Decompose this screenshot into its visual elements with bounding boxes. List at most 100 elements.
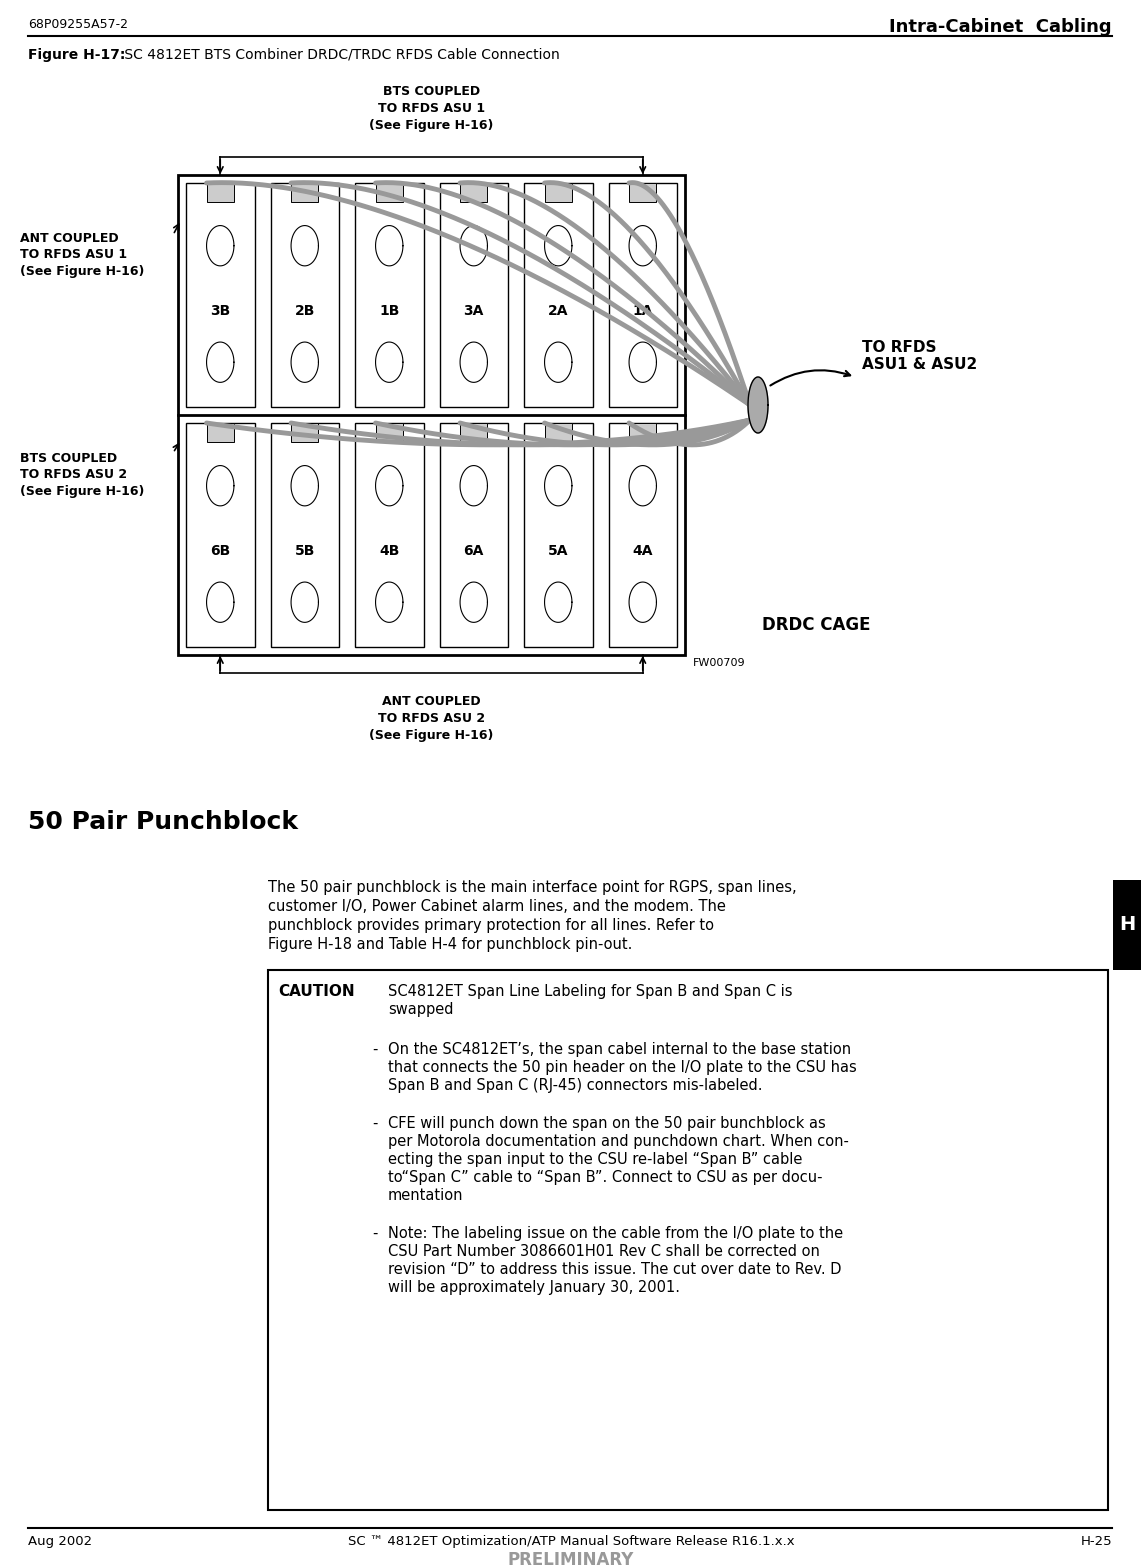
Text: The 50 pair punchblock is the main interface point for RGPS, span lines,: The 50 pair punchblock is the main inter…: [268, 880, 797, 895]
Text: 4B: 4B: [379, 543, 400, 557]
Bar: [629, 423, 657, 441]
Polygon shape: [545, 225, 572, 266]
Text: Intra-Cabinet  Cabling: Intra-Cabinet Cabling: [890, 19, 1112, 36]
Polygon shape: [545, 465, 572, 505]
Bar: [545, 183, 572, 202]
Polygon shape: [545, 582, 572, 623]
Text: H: H: [1119, 916, 1135, 934]
Text: 6B: 6B: [210, 543, 231, 557]
Bar: [291, 183, 319, 202]
Text: punchblock provides primary protection for all lines. Refer to: punchblock provides primary protection f…: [268, 919, 714, 933]
Polygon shape: [629, 225, 657, 266]
Text: 5A: 5A: [548, 543, 569, 557]
Text: 2B: 2B: [295, 304, 315, 318]
Polygon shape: [629, 582, 657, 623]
Bar: [629, 183, 657, 202]
Polygon shape: [748, 377, 769, 434]
Bar: [178, 175, 685, 656]
Polygon shape: [207, 465, 234, 505]
Bar: [207, 183, 234, 202]
Text: customer I/O, Power Cabinet alarm lines, and the modem. The: customer I/O, Power Cabinet alarm lines,…: [268, 898, 726, 914]
Text: 3B: 3B: [210, 304, 231, 318]
Polygon shape: [207, 582, 234, 623]
Polygon shape: [207, 343, 234, 382]
Text: mentation: mentation: [388, 1188, 464, 1203]
Bar: [440, 183, 508, 407]
Text: Figure H-17:: Figure H-17:: [29, 49, 126, 63]
Text: CFE will punch down the span on the 50 pair bunchblock as: CFE will punch down the span on the 50 p…: [388, 1116, 826, 1131]
Text: 2A: 2A: [548, 304, 569, 318]
Text: Aug 2002: Aug 2002: [29, 1535, 93, 1548]
Bar: [545, 423, 572, 441]
Text: per Motorola documentation and punchdown chart. When con-: per Motorola documentation and punchdown…: [388, 1135, 849, 1149]
Bar: [268, 970, 1108, 1510]
Text: 1B: 1B: [379, 304, 400, 318]
Polygon shape: [291, 465, 319, 505]
Bar: [355, 183, 424, 407]
Polygon shape: [460, 343, 488, 382]
Text: DRDC CAGE: DRDC CAGE: [762, 617, 870, 634]
Text: 68P09255A57-2: 68P09255A57-2: [29, 19, 128, 31]
Text: ANT COUPLED
TO RFDS ASU 2
(See Figure H-16): ANT COUPLED TO RFDS ASU 2 (See Figure H-…: [369, 695, 493, 742]
Bar: [524, 423, 593, 646]
Bar: [376, 183, 403, 202]
Polygon shape: [545, 343, 572, 382]
Polygon shape: [291, 343, 319, 382]
Bar: [271, 423, 339, 646]
Text: to“Span C” cable to “Span B”. Connect to CSU as per docu-: to“Span C” cable to “Span B”. Connect to…: [388, 1171, 822, 1185]
Text: CSU Part Number 3086601H01 Rev C shall be corrected on: CSU Part Number 3086601H01 Rev C shall b…: [388, 1244, 820, 1258]
Text: TO RFDS
ASU1 & ASU2: TO RFDS ASU1 & ASU2: [862, 340, 978, 372]
Polygon shape: [629, 343, 657, 382]
Bar: [291, 423, 319, 441]
Text: 5B: 5B: [295, 543, 315, 557]
Text: Note: The labeling issue on the cable from the I/O plate to the: Note: The labeling issue on the cable fr…: [388, 1225, 843, 1241]
Text: 1A: 1A: [633, 304, 653, 318]
Text: that connects the 50 pin header on the I/O plate to the CSU has: that connects the 50 pin header on the I…: [388, 1060, 856, 1075]
Bar: [609, 423, 677, 646]
Text: Figure H-18 and Table H-4 for punchblock pin-out.: Figure H-18 and Table H-4 for punchblock…: [268, 937, 633, 952]
Text: ecting the span input to the CSU re-label “Span B” cable: ecting the span input to the CSU re-labe…: [388, 1152, 803, 1167]
Text: -: -: [372, 1042, 377, 1056]
Text: BTS COUPLED
TO RFDS ASU 1
(See Figure H-16): BTS COUPLED TO RFDS ASU 1 (See Figure H-…: [369, 85, 493, 131]
Bar: [376, 423, 403, 441]
Text: SC ™ 4812ET Optimization/ATP Manual Software Release R16.1.x.x: SC ™ 4812ET Optimization/ATP Manual Soft…: [347, 1535, 795, 1548]
Polygon shape: [291, 225, 319, 266]
Polygon shape: [460, 465, 488, 505]
Text: 50 Pair Punchblock: 50 Pair Punchblock: [29, 811, 298, 834]
Text: SC 4812ET BTS Combiner DRDC/TRDC RFDS Cable Connection: SC 4812ET BTS Combiner DRDC/TRDC RFDS Ca…: [120, 49, 560, 63]
Text: 6A: 6A: [464, 543, 484, 557]
Text: PRELIMINARY: PRELIMINARY: [508, 1551, 634, 1565]
Text: H-25: H-25: [1080, 1535, 1112, 1548]
Text: Span B and Span C (RJ-45) connectors mis-labeled.: Span B and Span C (RJ-45) connectors mis…: [388, 1078, 763, 1092]
Bar: [460, 423, 488, 441]
Text: revision “D” to address this issue. The cut over date to Rev. D: revision “D” to address this issue. The …: [388, 1261, 842, 1277]
Text: BTS COUPLED
TO RFDS ASU 2
(See Figure H-16): BTS COUPLED TO RFDS ASU 2 (See Figure H-…: [21, 451, 144, 499]
Bar: [186, 423, 255, 646]
Polygon shape: [291, 582, 319, 623]
Text: swapped: swapped: [388, 1002, 453, 1017]
Text: ANT COUPLED
TO RFDS ASU 1
(See Figure H-16): ANT COUPLED TO RFDS ASU 1 (See Figure H-…: [21, 232, 144, 279]
Polygon shape: [376, 582, 403, 623]
Text: FW00709: FW00709: [693, 657, 746, 668]
Polygon shape: [376, 343, 403, 382]
Text: CAUTION: CAUTION: [278, 984, 355, 998]
Text: On the SC4812ET’s, the span cabel internal to the base station: On the SC4812ET’s, the span cabel intern…: [388, 1042, 851, 1056]
Polygon shape: [207, 225, 234, 266]
Polygon shape: [376, 465, 403, 505]
Bar: [271, 183, 339, 407]
Text: 3A: 3A: [464, 304, 484, 318]
Polygon shape: [460, 225, 488, 266]
Bar: [460, 183, 488, 202]
Bar: [524, 183, 593, 407]
Bar: [355, 423, 424, 646]
Text: -: -: [372, 1225, 377, 1241]
Text: -: -: [372, 1116, 377, 1131]
Bar: [186, 183, 255, 407]
Bar: [1113, 880, 1141, 970]
Bar: [207, 423, 234, 441]
Bar: [440, 423, 508, 646]
Text: 4A: 4A: [633, 543, 653, 557]
Bar: [609, 183, 677, 407]
Polygon shape: [376, 225, 403, 266]
Text: will be approximately January 30, 2001.: will be approximately January 30, 2001.: [388, 1280, 679, 1294]
